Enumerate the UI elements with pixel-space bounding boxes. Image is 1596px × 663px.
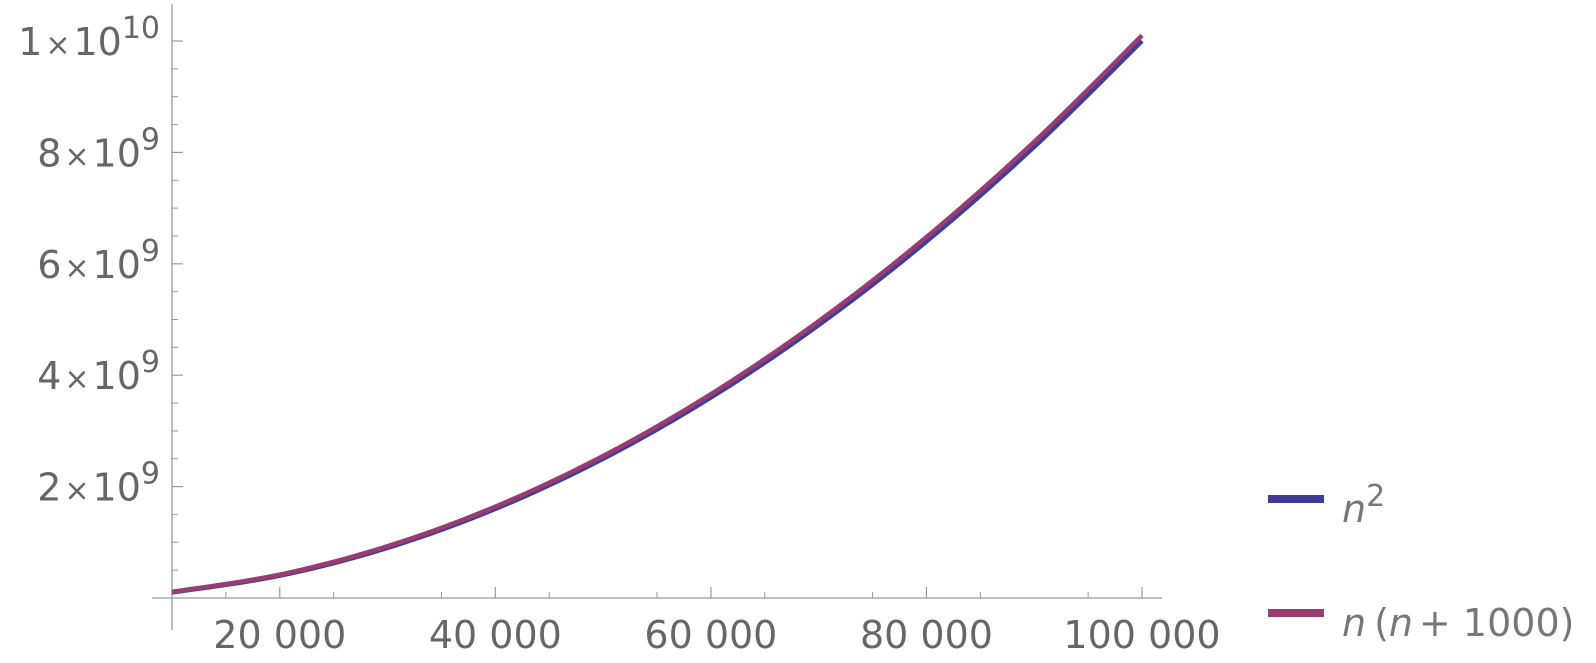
x-tick-label: 20 000 bbox=[213, 613, 346, 657]
series-line-1 bbox=[171, 33, 1144, 595]
series-line-0 bbox=[171, 39, 1144, 595]
legend-swatch-n-squared bbox=[1268, 495, 1324, 503]
series-lines bbox=[171, 33, 1144, 595]
x-tick-label: 60 000 bbox=[644, 613, 777, 657]
y-tick-label: 4 ×109 bbox=[37, 345, 160, 398]
x-tick-label: 100 000 bbox=[1063, 613, 1220, 657]
y-tick-labels: 2 ×109 4 ×109 6 ×109 8 ×109 1 ×1010 bbox=[18, 11, 160, 510]
legend-label-n-squared: n2 bbox=[1342, 479, 1385, 531]
major-ticks bbox=[172, 40, 1143, 598]
y-tick-label: 1 ×1010 bbox=[18, 11, 160, 64]
legend: n2 n (n + 1000) bbox=[1268, 479, 1574, 645]
legend-item-n-n-plus-1000: n (n + 1000) bbox=[1268, 601, 1574, 645]
x-tick-labels: 20 000 40 000 60 000 80 000 100 000 bbox=[213, 613, 1220, 657]
x-tick-label: 40 000 bbox=[429, 613, 562, 657]
legend-label-n-n-plus-1000: n (n + 1000) bbox=[1342, 601, 1574, 645]
legend-swatch-n-n-plus-1000 bbox=[1268, 609, 1324, 617]
y-tick-label: 8 ×109 bbox=[37, 122, 160, 175]
y-tick-label: 6 ×109 bbox=[37, 234, 160, 287]
legend-item-n-squared: n2 bbox=[1268, 479, 1385, 531]
y-tick-label: 2 ×109 bbox=[37, 457, 160, 510]
x-tick-label: 80 000 bbox=[860, 613, 993, 657]
minor-ticks bbox=[172, 68, 1089, 598]
axes bbox=[152, 4, 1162, 630]
